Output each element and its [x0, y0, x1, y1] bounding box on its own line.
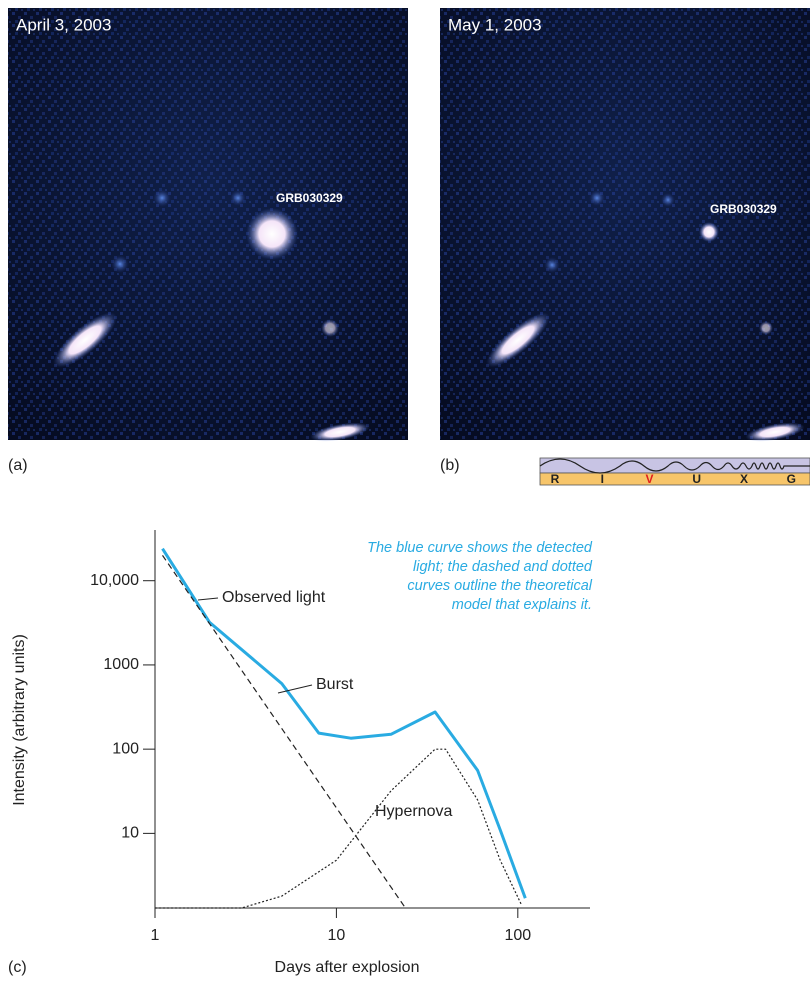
x-axis-label: Days after explosion — [275, 959, 420, 976]
spectrum-band-label: V — [645, 472, 653, 486]
x-tick-label: 10 — [328, 927, 346, 944]
leader-line — [197, 597, 219, 601]
annotation: model that explains it. — [452, 597, 592, 613]
spectrum-band-label: U — [692, 472, 701, 486]
spectrum-band-label: R — [551, 472, 560, 486]
y-tick-label: 10,000 — [90, 572, 139, 589]
panel-label: (a) — [8, 457, 28, 474]
annotation: The blue curve shows the detected — [367, 540, 593, 556]
curve-label: Hypernova — [375, 803, 452, 820]
image-date: May 1, 2003 — [448, 15, 542, 34]
spectrum-band-label: I — [601, 472, 604, 486]
series-line — [161, 547, 527, 899]
y-tick-label: 100 — [112, 740, 139, 757]
image-date: April 3, 2003 — [16, 15, 111, 34]
x-tick-label: 1 — [151, 927, 160, 944]
leader-line — [277, 684, 313, 694]
spectrum-band-label: X — [740, 472, 748, 486]
panel-label: (b) — [440, 457, 460, 474]
curve-label: Burst — [316, 676, 354, 693]
curve-label: Observed light — [222, 589, 326, 606]
panel-label: (c) — [8, 959, 27, 976]
x-tick-label: 100 — [504, 927, 531, 944]
image-panel-a — [8, 8, 408, 442]
image-panel-b — [440, 8, 810, 442]
object-label: GRB030329 — [710, 202, 777, 216]
annotation: light; the dashed and dotted — [413, 559, 593, 575]
y-tick-label: 1000 — [103, 656, 139, 673]
spectrum-bar — [539, 457, 810, 486]
spectrum-band-label: G — [787, 472, 796, 486]
object-label: GRB030329 — [276, 191, 343, 205]
y-tick-label: 10 — [121, 825, 139, 842]
series-line — [155, 748, 523, 909]
annotation: curves outline the theoretical — [407, 578, 592, 594]
series-line — [162, 555, 406, 909]
y-axis-label: Intensity (arbitrary units) — [11, 634, 28, 806]
